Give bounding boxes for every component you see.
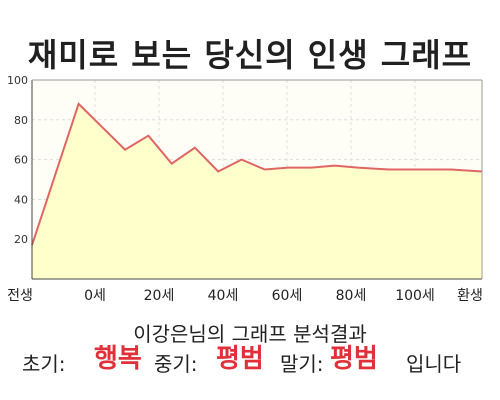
analysis-summary: 초기: 행복 중기: 평범 말기: 평범 입니다: [0, 342, 500, 382]
y-tick-label: 100: [7, 74, 28, 87]
life-graph-chart: 20 40 60 80 100 전생 0세 20세 40세 60세 80세 100세 환생: [7, 74, 483, 304]
mid-label: 중기:: [154, 352, 198, 376]
analysis-subtitle: 이강은님의 그래프 분석결과: [133, 322, 367, 346]
x-tick-label: 40세: [208, 288, 239, 304]
late-label: 말기:: [280, 352, 324, 376]
area-fill: [32, 103, 482, 280]
mid-value: 평범: [216, 344, 264, 374]
chart-area: 20 40 60 80 100 전생 0세 20세 40세 60세 80세 100세 환생: [0, 70, 500, 310]
ending-text: 입니다: [406, 352, 462, 376]
y-tick-label: 20: [14, 233, 28, 246]
x-tick-label: 80세: [336, 288, 367, 304]
x-tick-label: 100세: [395, 288, 435, 304]
x-tick-label: 환생: [457, 288, 483, 304]
y-tick-label: 60: [14, 154, 28, 167]
x-tick-label: 20세: [144, 288, 175, 304]
late-value: 평범: [330, 344, 378, 374]
early-label: 초기:: [22, 352, 66, 376]
y-tick-label: 80: [14, 114, 28, 127]
x-tick-label: 0세: [84, 288, 106, 304]
x-tick-label: 전생: [7, 288, 33, 304]
y-tick-label: 40: [14, 193, 28, 206]
early-value: 행복: [94, 344, 142, 374]
x-tick-label: 60세: [272, 288, 303, 304]
chart-title: 재미로 보는 당신의 인생 그래프: [27, 36, 473, 74]
